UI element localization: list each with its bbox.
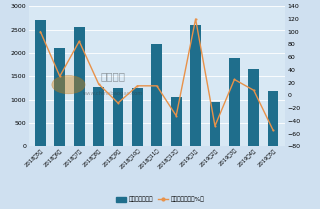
Bar [132, 88, 143, 146]
Legend: 进口数量（台）, 进口数量同比（%）: 进口数量（台）, 进口数量同比（%） [114, 195, 206, 204]
Text: www.chinabaogao.com: www.chinabaogao.com [83, 90, 144, 96]
Bar [248, 69, 259, 146]
Bar [171, 97, 181, 146]
Bar [35, 20, 46, 146]
Bar [74, 27, 84, 146]
Bar [190, 25, 201, 146]
Bar [93, 87, 104, 146]
Text: 观研天下: 观研天下 [101, 71, 126, 81]
Bar [268, 91, 278, 146]
Bar [151, 44, 162, 146]
Circle shape [52, 76, 85, 94]
Bar [113, 88, 123, 146]
Bar [54, 48, 65, 146]
Bar [210, 102, 220, 146]
Bar [229, 58, 240, 146]
